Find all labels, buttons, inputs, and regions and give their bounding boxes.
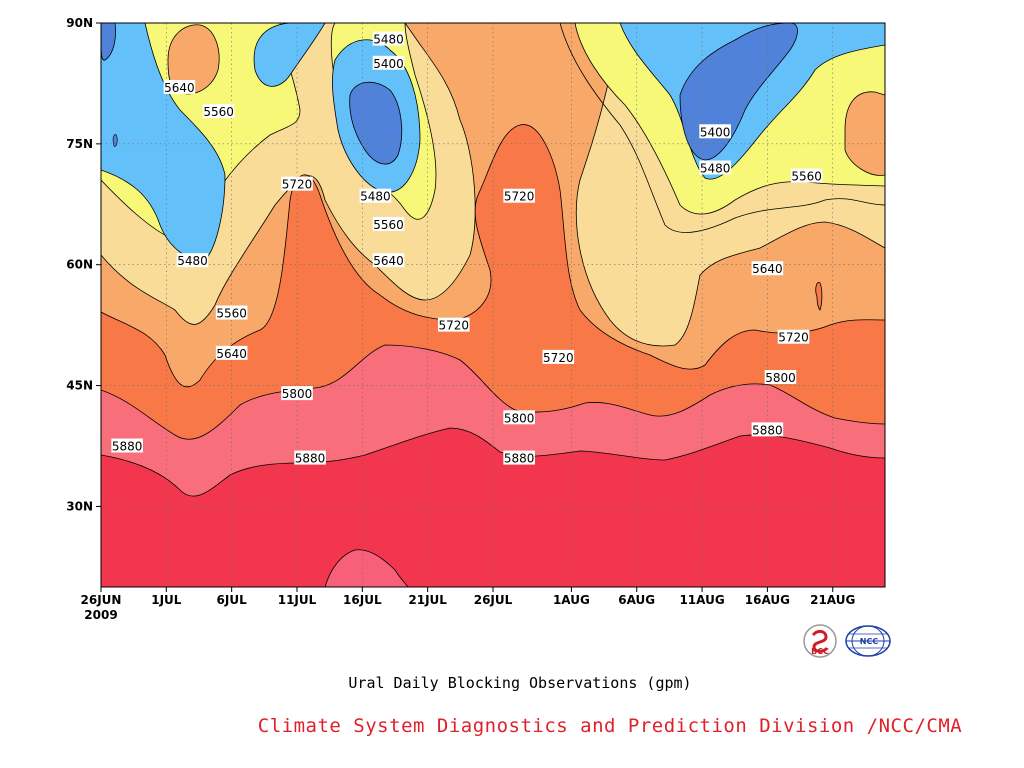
contour-label-bg: [372, 31, 405, 46]
contour-band-5720-small: [815, 281, 823, 311]
contour-label-bg: [503, 410, 535, 425]
bcc-logo-text: BCC: [811, 647, 829, 656]
contour-label: 5480: [700, 162, 731, 176]
x-tick-label: 21JUL: [408, 593, 447, 607]
y-tick-label: 60N: [66, 258, 93, 272]
contour-label: 5480: [177, 254, 208, 268]
contour-label: 5800: [765, 371, 796, 385]
contour-label: 5720: [504, 190, 535, 204]
contour-label-bg: [699, 160, 731, 175]
contour-label: 5880: [112, 440, 143, 454]
x-tick-label: 11AUG: [679, 593, 724, 607]
contour-label: 5640: [164, 81, 195, 95]
x-tick-label: 11JUL: [278, 593, 317, 607]
contour-label-bg: [751, 261, 784, 276]
y-tick-label: 90N: [66, 16, 93, 30]
contour-label: 5800: [504, 411, 535, 425]
contour-label-bg: [503, 188, 535, 203]
x-tick-label: 16JUL: [343, 593, 382, 607]
x-year-label: 2009: [84, 608, 117, 622]
contour-label-bg: [359, 188, 392, 203]
contour-label-bg: [372, 55, 405, 70]
contour-label: 5560: [373, 218, 404, 232]
contour-label-bg: [176, 253, 209, 268]
contour-label-bg: [764, 370, 797, 385]
contour-band-5400-right: [619, 23, 885, 180]
y-tick-label: 30N: [66, 499, 93, 513]
contour-label: 5880: [752, 423, 783, 437]
contour-label-bg: [372, 253, 405, 268]
contour-label: 5720: [282, 178, 313, 192]
contour-label-bg: [215, 305, 248, 320]
contour-label: 5640: [373, 254, 404, 268]
contour-label: 5640: [752, 262, 783, 276]
x-tick-label: 16AUG: [745, 593, 790, 607]
contour-label: 5400: [700, 125, 731, 139]
x-tick-label: 6AUG: [618, 593, 655, 607]
contour-label: 5720: [439, 319, 470, 333]
x-tick-label: 26JUL: [474, 593, 513, 607]
contour-label: 5880: [295, 452, 326, 466]
contour-labels: 5640 5560 5480 5560 5640 5720 5480 5400 5480 5560…: [111, 31, 823, 466]
ncc-logo: NCC: [845, 625, 891, 657]
contour-label: 5400: [373, 57, 404, 71]
contour-label-bg: [372, 216, 405, 231]
x-tick-label: 1JUL: [151, 593, 182, 607]
x-tick-label: 21AUG: [810, 593, 855, 607]
contour-label-bg: [751, 422, 784, 437]
contour-label-bg: [294, 450, 326, 465]
ncc-logo-text: NCC: [860, 637, 879, 646]
x-axis: 26JUN 1JUL 6JUL 11JUL 16JUL 21JUL 26JUL 1AUG 6AU…: [81, 587, 855, 607]
contour-label-bg: [215, 345, 248, 360]
contour-band-5640-right: [844, 91, 885, 176]
contour-label: 5720: [543, 351, 574, 365]
contour-label-bg: [438, 317, 470, 332]
contour-label-bg: [699, 124, 731, 139]
contour-label: 5560: [203, 105, 234, 119]
contour-label: 5480: [360, 190, 391, 204]
y-axis: 30N 45N 60N 75N 90N: [66, 16, 101, 513]
contour-band-5400-left: [101, 23, 226, 261]
chart-caption: Ural Daily Blocking Observations (gpm): [348, 674, 691, 692]
contour-label-bg: [542, 349, 575, 364]
x-tick-label: 6JUL: [217, 593, 248, 607]
contour-band-5560-right: [559, 23, 885, 233]
contour-label: 5640: [216, 347, 247, 361]
contour-label-bg: [503, 450, 535, 465]
bcc-logo: BCC: [803, 624, 837, 658]
contour-label-bg: [777, 329, 810, 344]
contour-label-bg: [790, 168, 823, 183]
contour-label-bg: [281, 176, 313, 191]
contour-label-bg: [163, 79, 196, 94]
contour-band-5400-dot: [112, 134, 118, 147]
contour-band-5400-top: [253, 23, 326, 87]
contour-label-bg: [202, 104, 235, 119]
y-tick-label: 45N: [66, 379, 93, 393]
x-tick-label: 26JUN: [81, 593, 122, 607]
contour-label: 5560: [216, 307, 247, 321]
contour-band-5960: [324, 549, 409, 587]
x-tick-label: 1AUG: [553, 593, 590, 607]
contour-label: 5800: [282, 387, 313, 401]
contour-label: 5880: [504, 452, 535, 466]
y-tick-label: 75N: [66, 137, 93, 151]
credit-line: Climate System Diagnostics and Predictio…: [258, 715, 962, 737]
contour-label: 5480: [373, 33, 404, 47]
contour-label: 5720: [778, 331, 809, 345]
contour-label: 5560: [791, 170, 822, 184]
contour-label-bg: [281, 386, 313, 401]
contour-label-bg: [111, 438, 143, 453]
